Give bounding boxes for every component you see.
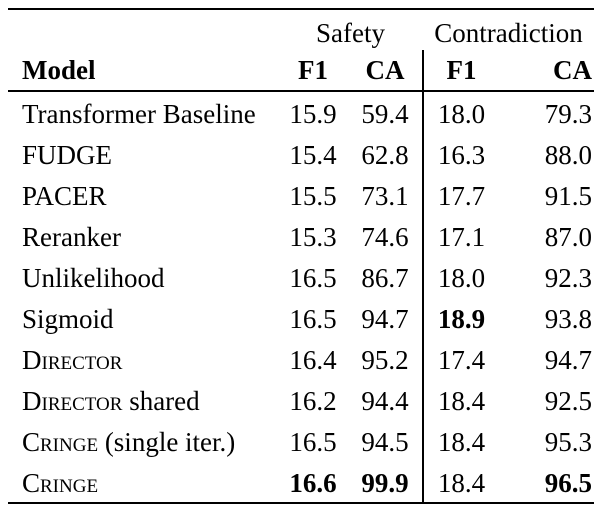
cell-contradiction-ca: 79.3 <box>544 98 593 129</box>
cell-safety-ca: 73.1 <box>361 180 409 211</box>
cell-safety-f1: 16.2 <box>289 385 337 416</box>
table-row-cringe: Cringe 16.6 99.9 18.4 96.5 <box>8 461 594 503</box>
table-row-fudge: FUDGE 15.4 62.8 16.3 88.0 <box>8 133 594 174</box>
column-header-row: Model F1 CA F1 CA <box>8 50 595 92</box>
cell-safety-f1: 15.5 <box>289 180 337 211</box>
table-row-director: Director 16.4 95.2 17.4 94.7 <box>8 338 594 379</box>
cell-contradiction-f1: 17.1 <box>422 215 500 256</box>
model-name-text: Transformer Baseline <box>22 98 256 129</box>
column-group-contradiction: Contradiction <box>434 18 583 48</box>
cell-safety-f1-best: 16.6 <box>289 467 337 498</box>
cell-safety-ca: 62.8 <box>361 139 409 170</box>
model-name-smallcaps: Director <box>22 344 123 375</box>
cell-contradiction-ca: 92.5 <box>544 385 593 416</box>
cell-safety-f1: 15.9 <box>289 98 337 129</box>
header-contradiction-ca: CA <box>499 50 595 92</box>
model-name-text: shared <box>122 385 200 416</box>
cell-safety-ca: 94.7 <box>361 303 409 334</box>
model-name-smallcaps: Cringe <box>22 467 99 498</box>
model-name-text: (single iter.) <box>98 426 236 457</box>
model-name-text: Sigmoid <box>22 303 114 334</box>
cell-safety-ca: 86.7 <box>361 262 409 293</box>
cell-safety-ca: 74.6 <box>361 221 409 252</box>
cell-contradiction-f1-best: 18.9 <box>422 297 500 338</box>
cell-safety-ca: 94.5 <box>361 426 409 457</box>
column-group-row: Safety Contradiction <box>8 9 594 50</box>
model-name: Transformer Baseline <box>8 91 278 133</box>
cell-contradiction-f1: 18.4 <box>422 461 500 503</box>
table-row-pacer: PACER 15.5 73.1 17.7 91.5 <box>8 174 594 215</box>
model-name-smallcaps: Cringe <box>22 426 99 457</box>
model-name: PACER <box>8 174 278 215</box>
table-row-unlikelihood: Unlikelihood 16.5 86.7 18.0 92.3 <box>8 256 594 297</box>
cell-safety-f1: 16.4 <box>289 344 337 375</box>
cell-contradiction-ca: 87.0 <box>544 221 593 252</box>
paper-results-table-figure: Safety Contradiction Model F1 CA F1 CA T… <box>0 8 602 512</box>
model-name: Cringe <box>8 461 278 503</box>
cell-contradiction-f1: 18.0 <box>422 91 500 133</box>
cell-contradiction-f1: 18.0 <box>422 256 500 297</box>
column-group-safety: Safety <box>316 18 385 48</box>
cell-contradiction-f1: 16.3 <box>422 133 500 174</box>
model-name: Cringe (single iter.) <box>8 420 278 461</box>
table-row-director-shared: Director shared 16.2 94.4 18.4 92.5 <box>8 379 594 420</box>
cell-safety-f1: 15.3 <box>289 221 337 252</box>
model-name: Unlikelihood <box>8 256 278 297</box>
model-name: FUDGE <box>8 133 278 174</box>
cell-safety-f1: 16.5 <box>289 426 337 457</box>
cell-contradiction-ca: 95.3 <box>544 426 593 457</box>
cell-contradiction-ca: 92.3 <box>544 262 593 293</box>
cell-safety-ca: 94.4 <box>361 385 409 416</box>
table-row-sigmoid: Sigmoid 16.5 94.7 18.9 93.8 <box>8 297 594 338</box>
cell-contradiction-f1: 18.4 <box>422 420 500 461</box>
cell-contradiction-ca: 91.5 <box>544 180 593 211</box>
cell-safety-f1: 15.4 <box>289 139 337 170</box>
cell-contradiction-f1: 17.7 <box>422 174 500 215</box>
cell-safety-f1: 16.5 <box>289 303 337 334</box>
cell-safety-ca-best: 99.9 <box>361 467 409 498</box>
model-name-text: PACER <box>22 180 107 211</box>
model-name-text: FUDGE <box>22 139 113 170</box>
cell-contradiction-ca-best: 96.5 <box>544 467 593 498</box>
cell-safety-f1: 16.5 <box>289 262 337 293</box>
header-model: Model <box>8 50 278 92</box>
model-name-smallcaps: Director <box>22 385 123 416</box>
model-name: Sigmoid <box>8 297 278 338</box>
table-row-transformer-baseline: Transformer Baseline 15.9 59.4 18.0 79.3 <box>8 91 594 133</box>
results-table: Safety Contradiction Model F1 CA F1 CA T… <box>8 8 595 504</box>
model-name: Reranker <box>8 215 278 256</box>
table-row-cringe-single-iter: Cringe (single iter.) 16.5 94.5 18.4 95.… <box>8 420 594 461</box>
group-header-spacer <box>8 9 278 50</box>
cell-contradiction-ca: 93.8 <box>544 303 593 334</box>
cell-contradiction-f1: 18.4 <box>422 379 500 420</box>
model-name-text: Reranker <box>22 221 121 252</box>
model-name: Director shared <box>8 379 278 420</box>
table-row-reranker: Reranker 15.3 74.6 17.1 87.0 <box>8 215 594 256</box>
model-name: Director <box>8 338 278 379</box>
header-safety-ca: CA <box>348 50 424 92</box>
cell-contradiction-ca: 94.7 <box>544 344 593 375</box>
cell-safety-ca: 95.2 <box>361 344 409 375</box>
cell-safety-ca: 59.4 <box>361 98 409 129</box>
header-safety-f1: F1 <box>278 50 348 92</box>
cell-contradiction-f1: 17.4 <box>422 338 500 379</box>
header-contradiction-f1: F1 <box>422 50 500 92</box>
cell-contradiction-ca: 88.0 <box>544 139 593 170</box>
model-name-text: Unlikelihood <box>22 262 165 293</box>
